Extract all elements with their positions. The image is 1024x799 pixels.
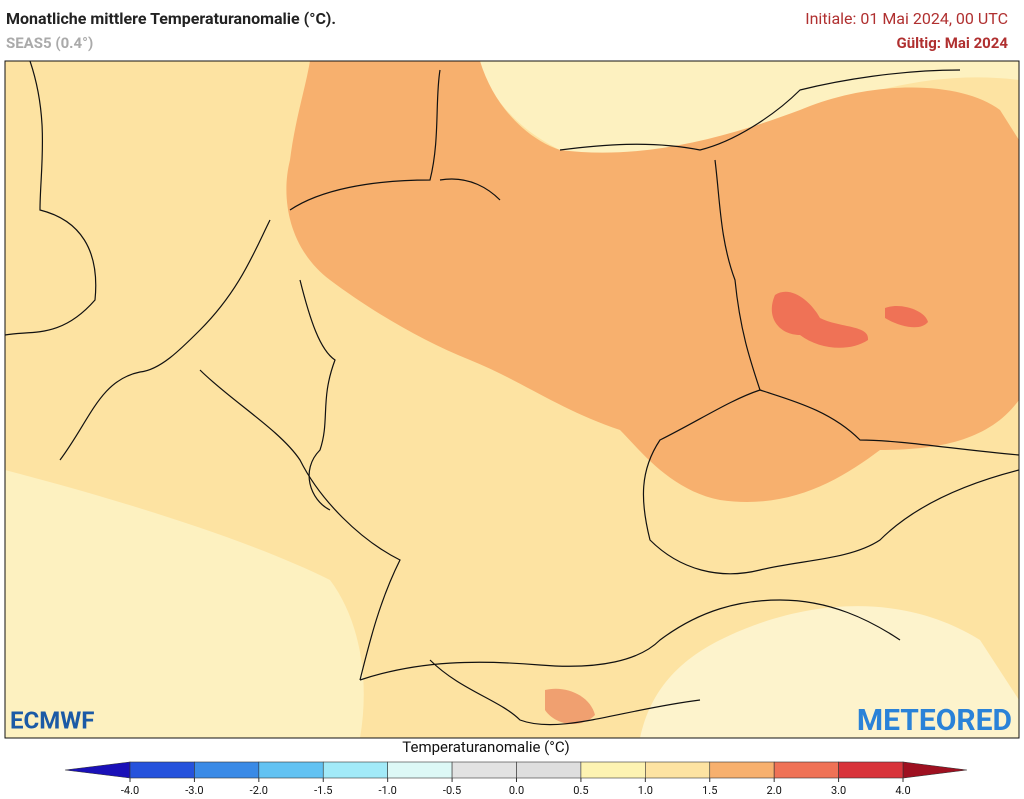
colorbar-segment xyxy=(322,761,388,779)
colorbar-segment xyxy=(709,761,775,779)
anomaly-light xyxy=(5,470,364,738)
colorbar-title: Temperaturanomalie (°C) xyxy=(402,738,569,756)
model-label: SEAS5 (0.4°) xyxy=(6,34,93,52)
anomaly-warm xyxy=(286,61,1019,502)
colorbar-segment xyxy=(838,761,904,779)
colorbar-tick-label: -1.0 xyxy=(379,784,397,797)
colorbar-segment xyxy=(580,761,646,779)
init-time: Initiale: 01 Mai 2024, 00 UTC xyxy=(805,9,1008,28)
borders xyxy=(5,61,1019,726)
map-frame xyxy=(4,60,1020,739)
anomaly-hot xyxy=(771,291,869,348)
valid-time: Gültig: Mai 2024 xyxy=(897,34,1009,52)
colorbar-segment xyxy=(773,761,839,779)
colorbar-tick-label: -0.5 xyxy=(443,784,461,797)
ecmwf-logo: ECMWF xyxy=(10,706,94,734)
colorbar-under xyxy=(64,761,131,779)
map: ECMWF METEORED xyxy=(4,60,1020,739)
colorbar: -4.0 -3.0 -2.0 -1.5 -1.0 -0.5 0.0 0.5 1.0 1.5 2.0 3… xyxy=(64,761,968,797)
colorbar-segment xyxy=(387,761,453,779)
colorbar-tick-label: 1.5 xyxy=(702,784,717,797)
colorbar-segment xyxy=(258,761,324,779)
anomaly-light xyxy=(640,606,1019,738)
colorbar-tick-label: 3.0 xyxy=(831,784,846,797)
meteored-logo: METEORED xyxy=(857,703,1012,738)
anomaly-warm xyxy=(545,688,595,725)
colorbar-segment xyxy=(516,761,582,779)
colorbar-tick-label: -3.0 xyxy=(185,784,203,797)
colorbar-tick-label: 4.0 xyxy=(895,784,910,797)
colorbar-tick-label: 0.5 xyxy=(573,784,588,797)
colorbar-over xyxy=(902,761,968,779)
colorbar-tick-label: -1.5 xyxy=(314,784,332,797)
anomaly-light xyxy=(480,61,1019,154)
colorbar-tick-label: -2.0 xyxy=(250,784,268,797)
colorbar-tick-label: 2.0 xyxy=(767,784,782,797)
title: Monatliche mittlere Temperaturanomalie (… xyxy=(6,9,336,28)
colorbar-segment xyxy=(451,761,517,779)
colorbar-segment xyxy=(194,761,260,779)
colorbar-tick-label: -4.0 xyxy=(121,784,139,797)
colorbar-segment xyxy=(645,761,711,779)
colorbar-tick-label: 1.0 xyxy=(638,784,653,797)
colorbar-segment xyxy=(129,761,195,779)
colorbar-tick-label: 0.0 xyxy=(509,784,524,797)
anomaly-hot xyxy=(885,305,928,328)
